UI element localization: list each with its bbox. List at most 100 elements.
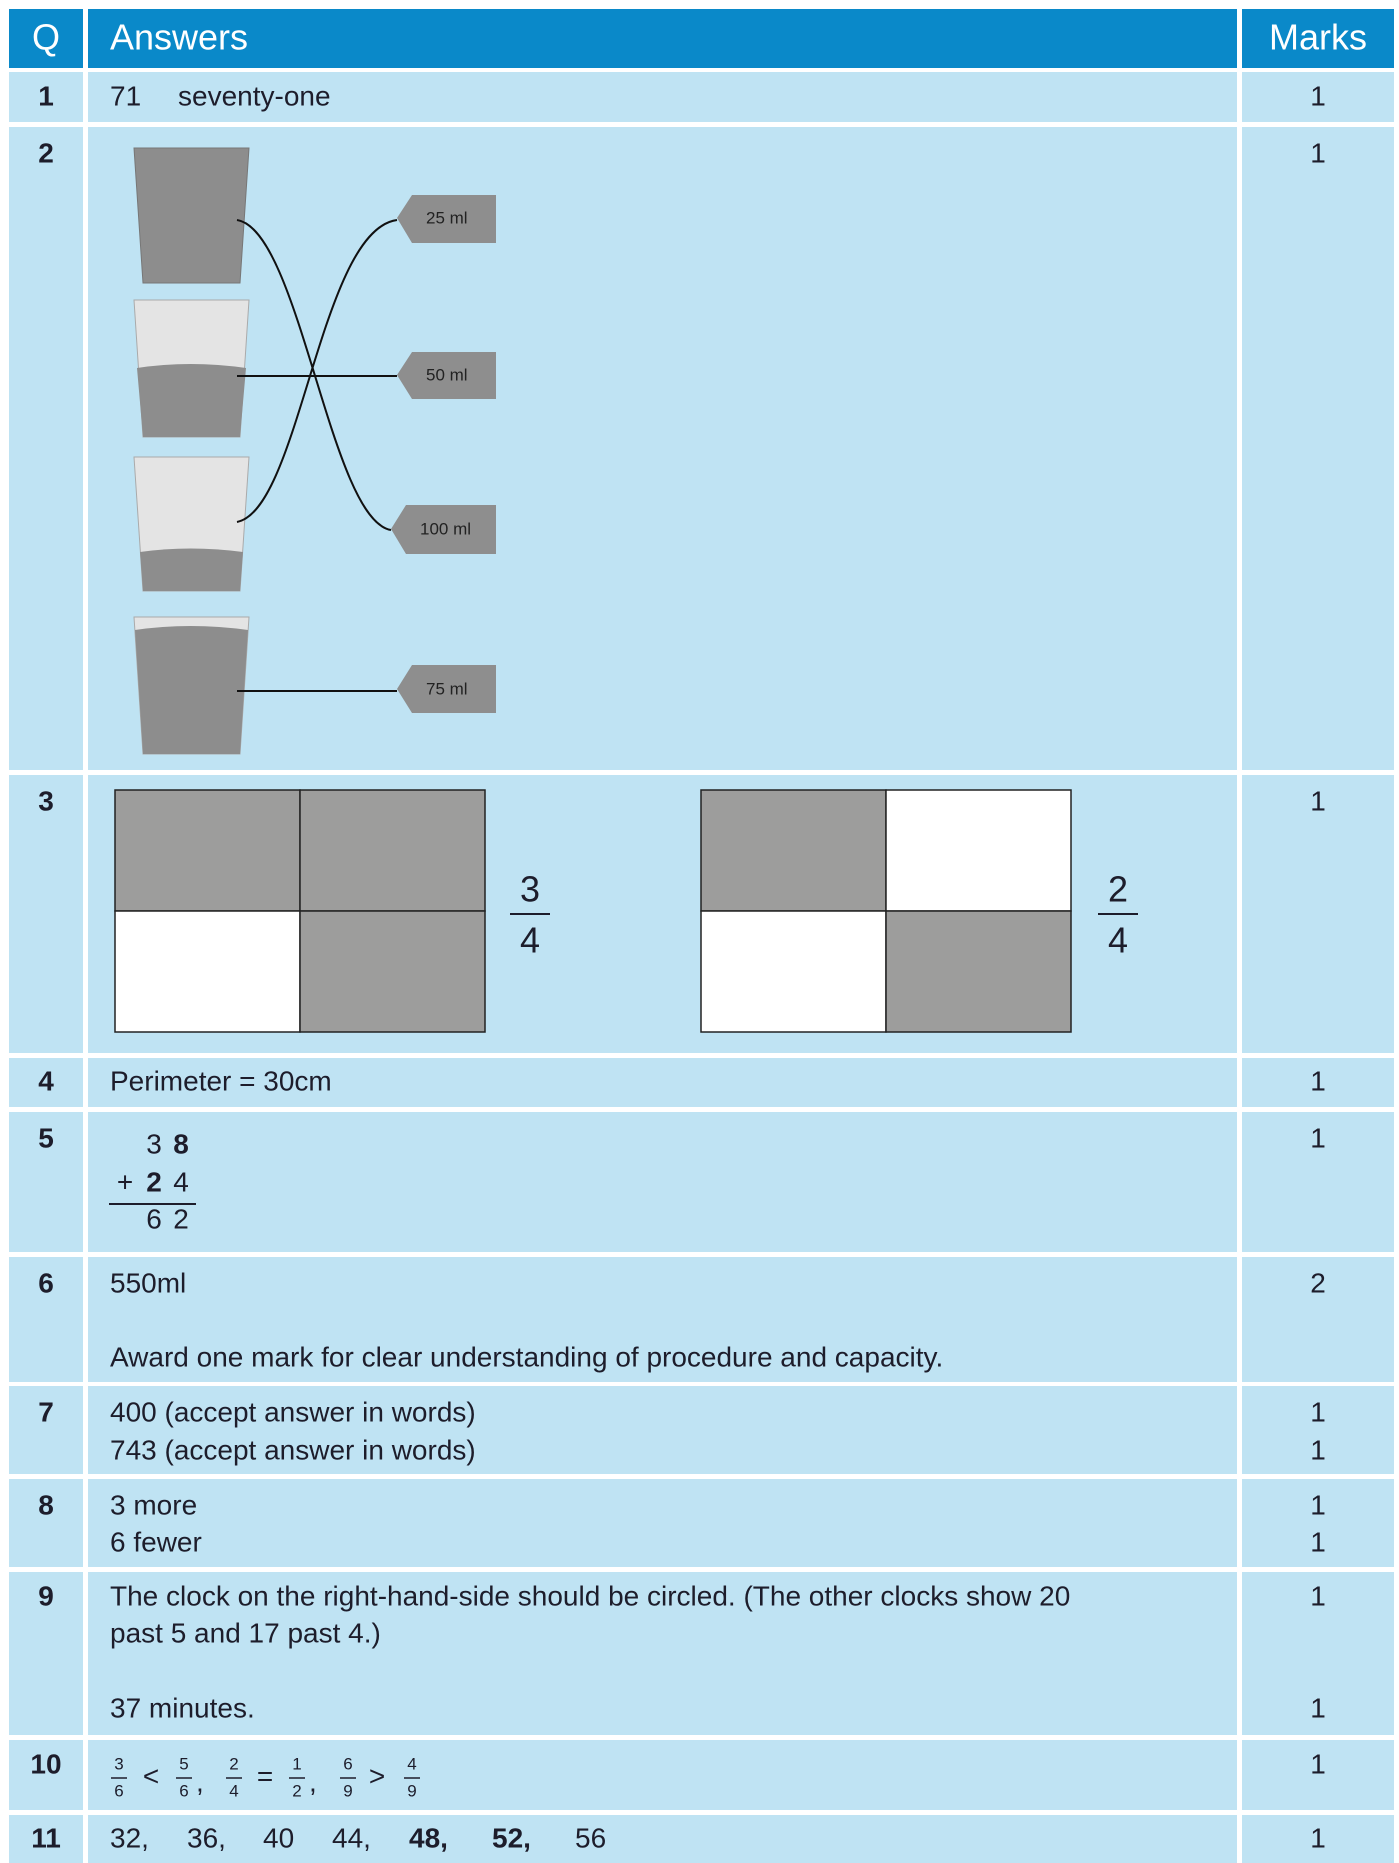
mark: 1 bbox=[1310, 137, 1326, 168]
match-line bbox=[236, 219, 398, 523]
tag-label: 100 ml bbox=[420, 519, 471, 538]
row-cell bbox=[88, 1112, 1237, 1252]
mark: 1 bbox=[1310, 1434, 1326, 1465]
sequence-item: 40 bbox=[263, 1822, 294, 1853]
sequence-item: 32, bbox=[110, 1822, 149, 1853]
mark: 1 bbox=[1310, 80, 1326, 111]
row-cell bbox=[1242, 1572, 1394, 1735]
mark: 1 bbox=[1310, 1489, 1326, 1520]
sequence-item: 36, bbox=[187, 1822, 226, 1853]
denominator: 4 bbox=[229, 1781, 238, 1800]
numerator: 3 bbox=[114, 1754, 123, 1773]
numerator: 2 bbox=[229, 1754, 238, 1773]
row-cell bbox=[9, 72, 83, 122]
row-cell bbox=[1242, 1386, 1394, 1474]
header-answers: Answers bbox=[110, 17, 248, 58]
row-cell bbox=[88, 1257, 1237, 1382]
row-cell bbox=[9, 1112, 83, 1252]
answer-text: 743 (accept answer in words) bbox=[110, 1434, 476, 1465]
denominator: 9 bbox=[343, 1781, 352, 1800]
fraction-grid bbox=[700, 789, 1072, 1033]
answer-text: The clock on the right-hand-side should … bbox=[110, 1580, 1070, 1611]
answer-text: 37 minutes. bbox=[110, 1692, 255, 1723]
row-cell bbox=[1242, 1112, 1394, 1252]
table-backgrounds bbox=[9, 9, 1394, 68]
numerator: 5 bbox=[179, 1754, 188, 1773]
comparison-sign: > bbox=[369, 1760, 385, 1791]
row-cell bbox=[88, 1572, 1237, 1735]
row-cell bbox=[1242, 1815, 1394, 1863]
answer-text: 400 (accept answer in words) bbox=[110, 1396, 476, 1427]
answer-text: Perimeter = 30cm bbox=[110, 1065, 332, 1096]
comparison-sign: = bbox=[257, 1760, 273, 1791]
question-number: 10 bbox=[30, 1748, 61, 1779]
row-cell bbox=[9, 1058, 83, 1107]
mark: 1 bbox=[1310, 1122, 1326, 1153]
mark: 1 bbox=[1310, 1396, 1326, 1427]
answer-text: 6 fewer bbox=[110, 1526, 202, 1557]
comparison-sign: < bbox=[143, 1760, 159, 1791]
answer-text: 550ml bbox=[110, 1267, 186, 1298]
digit: 4 bbox=[173, 1166, 189, 1197]
glass bbox=[133, 456, 250, 592]
numerator: 6 bbox=[343, 1754, 352, 1773]
sequence-item: 48, bbox=[409, 1822, 448, 1853]
question-number: 7 bbox=[38, 1396, 54, 1427]
row-cell bbox=[9, 1479, 83, 1567]
glass bbox=[133, 616, 250, 755]
digit: 2 bbox=[173, 1203, 189, 1234]
glass bbox=[133, 147, 250, 284]
question-number: 1 bbox=[38, 80, 54, 111]
question-number: 8 bbox=[38, 1489, 54, 1520]
row-cell bbox=[9, 1572, 83, 1735]
row-cell bbox=[1242, 775, 1394, 1053]
header-cell bbox=[9, 9, 83, 68]
denominator: 6 bbox=[114, 1781, 123, 1800]
row-cell bbox=[88, 1740, 1237, 1810]
row-cell bbox=[88, 1815, 1237, 1863]
row-cell bbox=[1242, 1740, 1394, 1810]
row-cell bbox=[1242, 1479, 1394, 1567]
row-cell bbox=[88, 72, 1237, 122]
header-cell bbox=[88, 9, 1237, 68]
row-cell bbox=[9, 1386, 83, 1474]
mark: 1 bbox=[1310, 1526, 1326, 1557]
row-cell bbox=[9, 127, 83, 770]
tag-label: 75 ml bbox=[426, 679, 468, 698]
denominator: 2 bbox=[292, 1781, 301, 1800]
question-number: 9 bbox=[38, 1580, 54, 1611]
mark: 1 bbox=[1310, 785, 1326, 816]
separator: , bbox=[309, 1766, 317, 1797]
header-q: Q bbox=[32, 17, 60, 58]
row-cell bbox=[88, 1386, 1237, 1474]
row-cell bbox=[1242, 1058, 1394, 1107]
row-cell bbox=[9, 775, 83, 1053]
mark: 1 bbox=[1310, 1822, 1326, 1853]
row-cell bbox=[88, 127, 1237, 770]
tag-label: 25 ml bbox=[426, 208, 468, 227]
row-cell bbox=[88, 1058, 1237, 1107]
row-cell bbox=[9, 1815, 83, 1863]
question-number: 11 bbox=[31, 1822, 61, 1853]
separator: , bbox=[196, 1766, 204, 1797]
row-cell bbox=[9, 1257, 83, 1382]
denominator: 4 bbox=[520, 920, 540, 961]
answer-text: Award one mark for clear understanding o… bbox=[110, 1341, 943, 1372]
question-number: 5 bbox=[38, 1122, 54, 1153]
tag bbox=[397, 352, 496, 399]
answer-text: past 5 and 17 past 4.) bbox=[110, 1617, 381, 1648]
denominator: 6 bbox=[179, 1781, 188, 1800]
row-cell bbox=[1242, 127, 1394, 770]
answer-text: seventy-one bbox=[178, 80, 331, 111]
tag bbox=[397, 195, 496, 243]
mark: 2 bbox=[1310, 1267, 1326, 1298]
digit: 8 bbox=[173, 1128, 189, 1159]
sequence-item: 56 bbox=[575, 1822, 606, 1853]
glasses bbox=[133, 147, 250, 755]
question-number: 2 bbox=[38, 137, 54, 168]
mark: 1 bbox=[1310, 1065, 1326, 1096]
header-marks: Marks bbox=[1269, 17, 1367, 58]
row-cell bbox=[1242, 1257, 1394, 1382]
numerator: 3 bbox=[520, 869, 540, 910]
